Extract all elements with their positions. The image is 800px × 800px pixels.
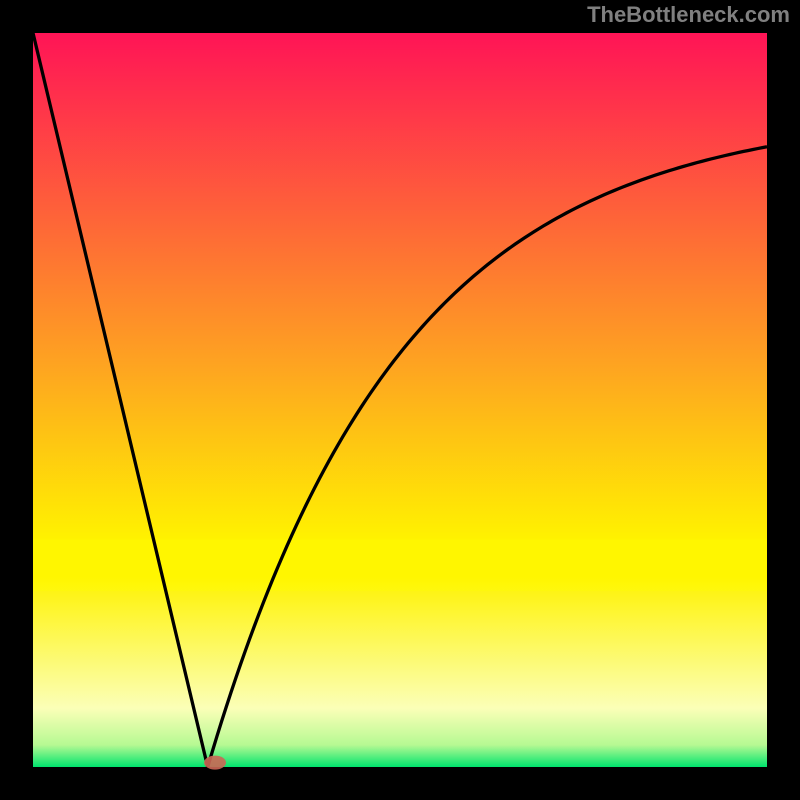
- chart-background-gradient: [33, 33, 767, 767]
- chart-yellow-band: [33, 539, 767, 590]
- bottleneck-chart: [0, 0, 800, 800]
- chart-container: TheBottleneck.com: [0, 0, 800, 800]
- watermark-text: TheBottleneck.com: [587, 2, 790, 28]
- optimal-point-marker: [204, 756, 226, 770]
